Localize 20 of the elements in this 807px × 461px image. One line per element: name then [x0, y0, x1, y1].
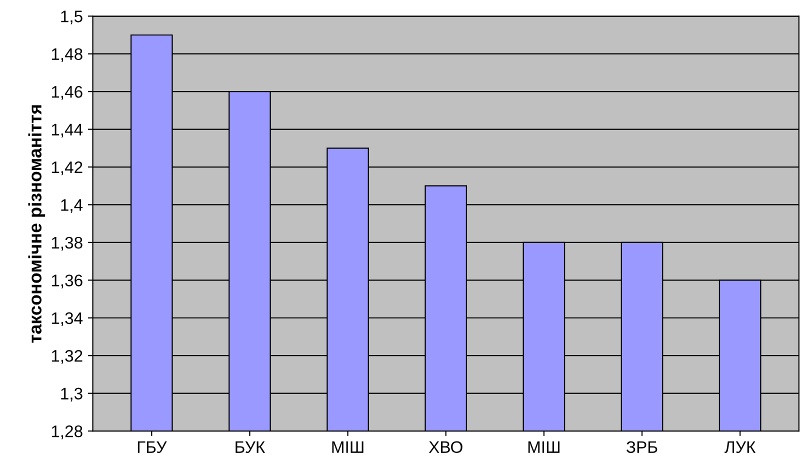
x-tick-label: ГБУ: [138, 441, 167, 453]
y-tick-label: 1,3: [61, 388, 82, 402]
y-tick-label: 1,48: [52, 48, 82, 62]
y-tick-label: 1,28: [52, 425, 82, 440]
x-tick-label: ЗРБ: [626, 441, 658, 453]
y-axis-title: таксономічне різноманіття: [28, 105, 46, 343]
x-tick-label: МІШ: [528, 441, 560, 453]
y-tick-label: 1,32: [52, 350, 82, 364]
y-tick-label: 1,5: [61, 10, 82, 24]
x-tick-label: БУК: [236, 441, 266, 453]
y-tick-label: 1,42: [52, 161, 82, 176]
y-tick-label: 1,46: [52, 86, 82, 100]
x-tick-label: ХВО: [428, 441, 462, 453]
x-tick-label: МІШ: [332, 441, 364, 453]
y-tick-label: 1,38: [52, 236, 82, 251]
x-tick-label: ЛУК: [724, 441, 756, 453]
y-tick-label: 1,34: [52, 312, 83, 326]
y-tick-label: 1,36: [52, 274, 82, 288]
y-tick-label: 1,4: [61, 199, 83, 213]
y-tick-label: 1,44: [52, 124, 83, 138]
